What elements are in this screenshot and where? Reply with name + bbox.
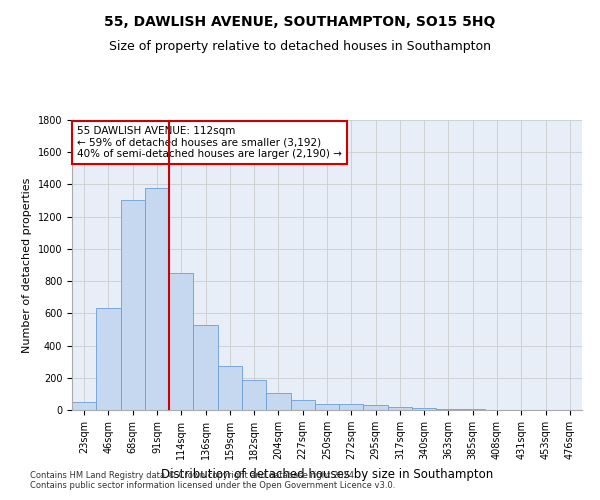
Bar [218, 366, 242, 410]
Bar [436, 409, 461, 410]
Bar [461, 409, 485, 410]
Bar [315, 404, 339, 410]
Bar [121, 200, 145, 410]
Bar [96, 308, 121, 410]
Y-axis label: Number of detached properties: Number of detached properties [22, 178, 32, 352]
Bar [266, 393, 290, 410]
Bar [145, 188, 169, 410]
Bar [169, 274, 193, 410]
Text: 55 DAWLISH AVENUE: 112sqm
← 59% of detached houses are smaller (3,192)
40% of se: 55 DAWLISH AVENUE: 112sqm ← 59% of detac… [77, 126, 342, 159]
Bar [412, 408, 436, 410]
Text: Contains HM Land Registry data © Crown copyright and database right 2024.
Contai: Contains HM Land Registry data © Crown c… [30, 470, 395, 490]
Bar [242, 380, 266, 410]
Bar [339, 404, 364, 410]
Bar [72, 402, 96, 410]
Bar [388, 407, 412, 410]
Text: 55, DAWLISH AVENUE, SOUTHAMPTON, SO15 5HQ: 55, DAWLISH AVENUE, SOUTHAMPTON, SO15 5H… [104, 15, 496, 29]
Bar [193, 324, 218, 410]
X-axis label: Distribution of detached houses by size in Southampton: Distribution of detached houses by size … [161, 468, 493, 480]
Bar [364, 406, 388, 410]
Text: Size of property relative to detached houses in Southampton: Size of property relative to detached ho… [109, 40, 491, 53]
Bar [290, 400, 315, 410]
